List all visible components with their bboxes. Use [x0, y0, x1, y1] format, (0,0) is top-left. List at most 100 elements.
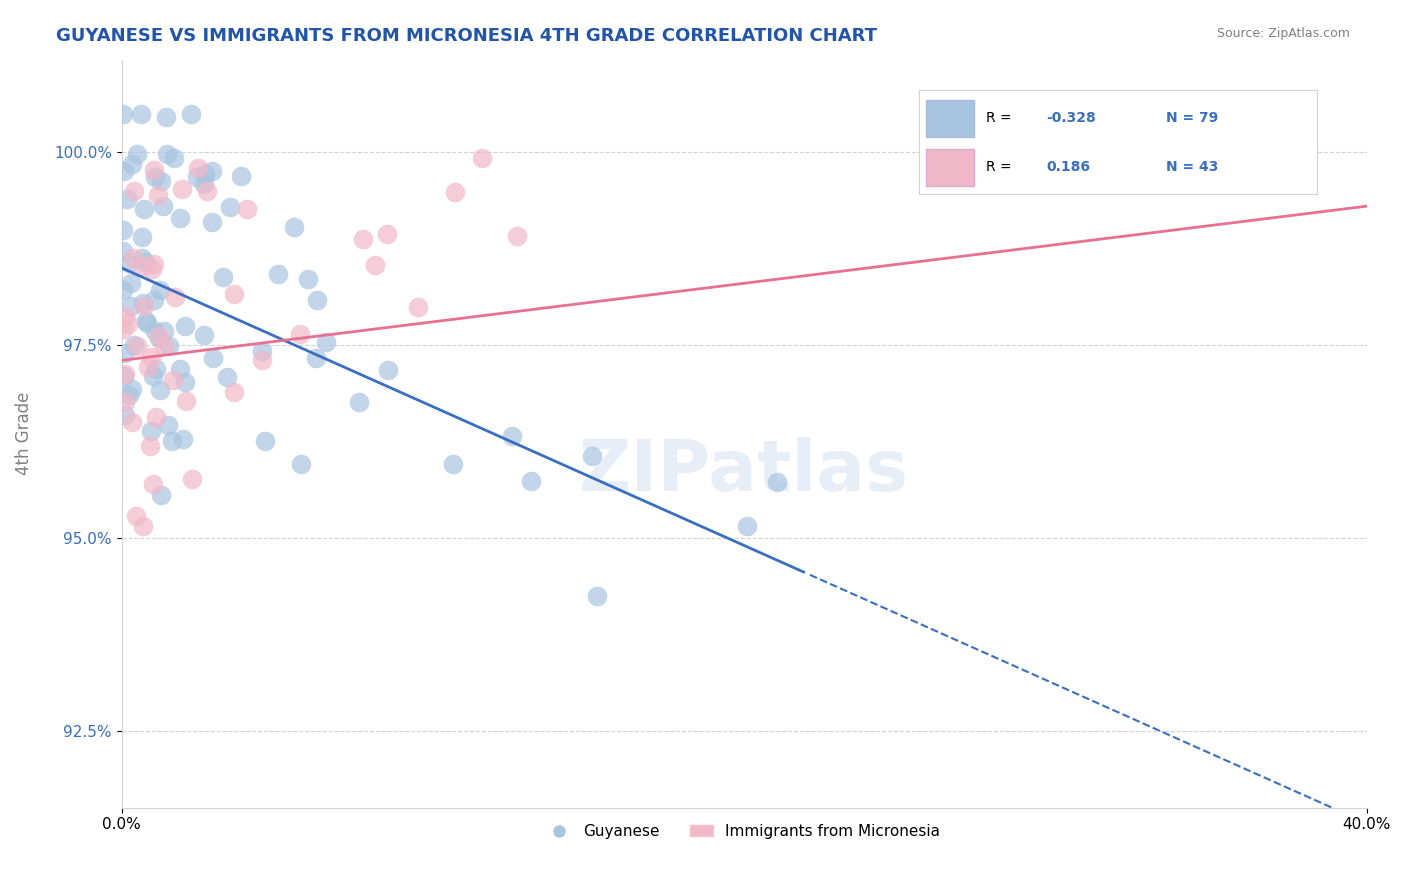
Point [131, 230, 153, 244]
Point [112, 164, 135, 178]
Point [173, 375, 195, 389]
Point [229, 169, 252, 184]
Point [195, 184, 218, 198]
Point [112, 322, 135, 336]
Point [114, 395, 136, 409]
Point [114, 346, 136, 360]
Point [267, 268, 290, 282]
Text: ZIPatlas: ZIPatlas [579, 436, 910, 506]
Point [186, 170, 208, 185]
Point [121, 382, 143, 396]
Point [163, 290, 186, 304]
Point [122, 338, 145, 352]
Point [114, 368, 136, 382]
Point [153, 339, 176, 353]
Point [132, 260, 155, 274]
Point [222, 385, 245, 400]
Point [250, 343, 273, 358]
Point [120, 277, 142, 291]
Point [170, 181, 193, 195]
Point [138, 360, 160, 375]
Point [117, 318, 139, 332]
Y-axis label: 4th Grade: 4th Grade [15, 392, 32, 475]
Point [121, 157, 143, 171]
Point [349, 394, 371, 409]
Point [148, 329, 170, 343]
Legend: Guyanese, Immigrants from Micronesia: Guyanese, Immigrants from Micronesia [541, 818, 946, 845]
Point [139, 424, 162, 438]
Point [132, 296, 155, 310]
Point [505, 228, 527, 243]
Point [288, 327, 311, 342]
Point [143, 293, 166, 308]
Point [162, 373, 184, 387]
Point [364, 258, 387, 272]
Point [138, 439, 160, 453]
Point [127, 339, 149, 353]
Point [766, 475, 789, 489]
Point [142, 257, 165, 271]
Point [215, 370, 238, 384]
Point [141, 262, 163, 277]
Point [139, 350, 162, 364]
Point [114, 408, 136, 422]
Point [305, 351, 328, 365]
Point [581, 450, 603, 464]
Point [254, 434, 277, 448]
Point [149, 383, 172, 397]
Point [290, 457, 312, 471]
Point [193, 177, 215, 191]
Point [235, 202, 257, 216]
Point [520, 474, 543, 488]
Point [112, 283, 135, 297]
Point [145, 409, 167, 424]
Point [153, 324, 176, 338]
Point [212, 270, 235, 285]
Point [194, 168, 217, 182]
Point [143, 169, 166, 184]
Point [352, 232, 374, 246]
Point [120, 299, 142, 313]
Point [148, 331, 170, 345]
Point [155, 110, 177, 124]
Point [149, 284, 172, 298]
Point [201, 215, 224, 229]
Point [174, 318, 197, 333]
Point [112, 222, 135, 236]
Point [112, 368, 135, 383]
Point [157, 339, 180, 353]
Point [135, 314, 157, 328]
Point [283, 219, 305, 234]
Point [219, 200, 242, 214]
Point [250, 353, 273, 368]
Point [156, 147, 179, 161]
Point [112, 244, 135, 258]
Point [118, 388, 141, 402]
Point [142, 368, 165, 383]
Point [145, 362, 167, 376]
Point [169, 361, 191, 376]
Point [585, 589, 607, 603]
Point [156, 417, 179, 432]
Point [146, 188, 169, 202]
Point [163, 152, 186, 166]
Point [125, 508, 148, 523]
Point [444, 185, 467, 199]
Point [127, 147, 149, 161]
Point [169, 211, 191, 226]
Point [134, 255, 156, 269]
Point [132, 299, 155, 313]
Point [377, 362, 399, 376]
Point [222, 287, 245, 301]
Point [121, 415, 143, 429]
Point [132, 202, 155, 216]
Point [501, 429, 523, 443]
Point [150, 174, 173, 188]
Point [176, 394, 198, 409]
Point [201, 351, 224, 365]
Point [142, 477, 165, 491]
Text: Source: ZipAtlas.com: Source: ZipAtlas.com [1216, 27, 1350, 40]
Point [315, 335, 337, 350]
Point [132, 519, 155, 533]
Point [112, 106, 135, 120]
